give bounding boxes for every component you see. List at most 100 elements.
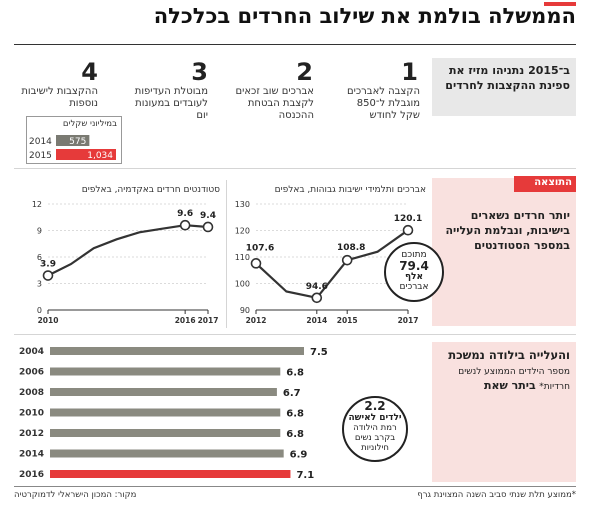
fertility-note-value: 2.2 <box>364 399 386 413</box>
bar <box>50 408 281 417</box>
top-side-text: ב־2015 נתניהו מזיז את ספינת ההקצבות לחרד… <box>445 64 570 92</box>
x-tick-label: 2017 <box>398 316 419 325</box>
yeshiva-chart-title: אברכים ותלמידי ישיבות גבוהות, באלפים <box>275 185 426 195</box>
data-point-label: 3.9 <box>40 260 56 270</box>
item-3-text: מבוטלת העדיפות לעובדים במעונות יום <box>134 86 208 121</box>
bar <box>50 367 281 376</box>
x-tick-label: 2010 <box>38 316 59 325</box>
item-3-number: 3 <box>191 58 208 86</box>
y-tick-label: 6 <box>37 253 42 262</box>
divider-1 <box>14 168 576 169</box>
birth-side-bold: והעלייה בילודה נמשכת <box>448 348 570 362</box>
birth-side-bold2: ביתר שאת <box>483 379 536 392</box>
avrechim-note-l3: אלף <box>404 272 424 282</box>
bar-value-label: 6.8 <box>286 409 304 420</box>
data-point-label: 9.4 <box>200 211 216 221</box>
bar <box>50 388 277 396</box>
birth-side-small: מספר הילדים הממוצע לנשים חרדיות* <box>458 367 570 392</box>
data-point <box>202 221 214 233</box>
data-point <box>42 270 54 281</box>
y-tick-label: 9 <box>37 227 42 236</box>
data-point-label: 107.6 <box>246 243 274 253</box>
result-side-text: יותר חרדים נשארים בישיבות, ונבלמת העלייה… <box>445 209 570 252</box>
students-series-line <box>47 224 209 277</box>
yeshiva-chart: אברכים ותלמידי ישיבות גבוהות, באלפים 90 1… <box>235 185 426 325</box>
bar-value-label: 6.9 <box>290 450 308 461</box>
footer-note: *ממוצע תלת שנתי סביב השנה המצוינת גרף <box>417 490 576 500</box>
y-tick-label: 120 <box>235 227 250 236</box>
x-tick-label: 2015 <box>337 316 358 325</box>
fertility-note-l4: בקרב נשים <box>354 433 396 443</box>
item-4-text: ההקצבות לישיבות נוספות <box>21 86 98 109</box>
result-tag-bg <box>514 176 576 192</box>
title-accent-bar <box>544 2 576 6</box>
students-chart-title: סטודנטים חרדים באקדמיה, באלפים <box>82 185 220 195</box>
item-4-number: 4 <box>81 58 98 86</box>
funding-value-label: 575 <box>69 137 86 147</box>
bar-category-label: 2016 <box>19 470 44 480</box>
x-tick-label: 2014 <box>306 316 327 325</box>
bar-category-label: 2006 <box>19 368 44 378</box>
page-title: הממשלה בולמת את שילוב החרדים בכלכלה <box>153 4 576 28</box>
yeshiva-series-line <box>255 229 409 300</box>
item-1-number: 1 <box>401 58 418 86</box>
footer-source: מקור: המכון הישראלי לדמוקרטיה <box>14 490 137 500</box>
y-tick-label: 3 <box>37 280 42 289</box>
y-tick-label: 0 <box>37 306 42 315</box>
funding-value-label: 1,034 <box>87 151 113 161</box>
avrechim-note-circle: מתוכם 79.4 אלף אברכים <box>384 242 444 302</box>
funding-mini-svg: 2014 575 2015 1,034 <box>29 135 116 161</box>
bar <box>50 429 281 437</box>
bar-value-label: 7.1 <box>296 470 314 480</box>
data-point-label: 108.8 <box>337 243 365 253</box>
y-tick-label: 110 <box>235 253 250 262</box>
funding-bar <box>56 135 90 146</box>
avrechim-note-l1: מתוכם <box>401 250 427 260</box>
result-tag: התוצאה <box>534 177 572 188</box>
data-point <box>311 292 323 304</box>
funding-mini-chart: במיליוני שקלים <box>26 116 122 164</box>
x-tick-label: 2017 <box>198 316 219 325</box>
y-tick-label: 130 <box>235 200 250 209</box>
birth-side-line2: מספר הילדים הממוצע לנשים חרדיות* ביתר שא… <box>438 364 570 394</box>
divider-2 <box>14 334 576 335</box>
result-side-box <box>432 178 576 326</box>
funding-unit: במיליוני שקלים <box>62 119 117 129</box>
bar <box>50 347 304 355</box>
x-tick-label: 2012 <box>246 316 267 325</box>
footer-divider <box>14 486 576 487</box>
funding-year-label: 2014 <box>29 137 52 147</box>
funding-year-label: 2015 <box>29 151 52 161</box>
x-tick-label: 2016 <box>175 316 196 325</box>
y-tick-label: 12 <box>32 200 42 209</box>
y-tick-label: 100 <box>235 280 250 289</box>
fertility-note-l3: רמת הילודה <box>353 423 397 433</box>
data-point <box>250 258 262 269</box>
birth-bar-chart: 2004 7.5 2006 6.8 2008 6.7 2010 6.8 2012 6.8 2014 6… <box>19 347 328 480</box>
bar <box>50 449 284 458</box>
bar-value-label: 7.5 <box>310 347 328 358</box>
bar <box>50 470 291 478</box>
bar-value-label: 6.7 <box>283 388 301 399</box>
chart-separator <box>226 180 227 328</box>
title-divider <box>14 44 576 45</box>
bar-category-label: 2014 <box>19 450 44 460</box>
top-side-box <box>432 58 576 116</box>
item-2-text: אברכים שוב זכאים לקצבת הבטחת ההכנסה <box>235 86 314 121</box>
avrechim-note-l4: אברכים <box>399 282 429 292</box>
funding-bar <box>56 149 116 160</box>
fertility-note-l5: חילוניות <box>361 443 389 453</box>
avrechim-note-value: 79.4 <box>399 259 429 273</box>
bar-category-label: 2004 <box>19 347 44 357</box>
bar-value-label: 6.8 <box>286 429 304 440</box>
students-chart: סטודנטים חרדים באקדמיה, באלפים 0 3 6 9 12 20… <box>32 185 220 325</box>
y-tick-label: 90 <box>240 306 250 315</box>
bar-category-label: 2008 <box>19 388 44 398</box>
data-point-label: 94.6 <box>306 282 328 292</box>
data-point <box>179 219 191 231</box>
bar-category-label: 2012 <box>19 429 44 439</box>
item-2-number: 2 <box>296 58 313 86</box>
item-1-text: הקצבה לאברכים מוגבלת ל־850 שקל לחודש <box>346 86 420 121</box>
data-point-label: 9.6 <box>177 209 193 219</box>
bar-value-label: 6.8 <box>286 368 304 379</box>
